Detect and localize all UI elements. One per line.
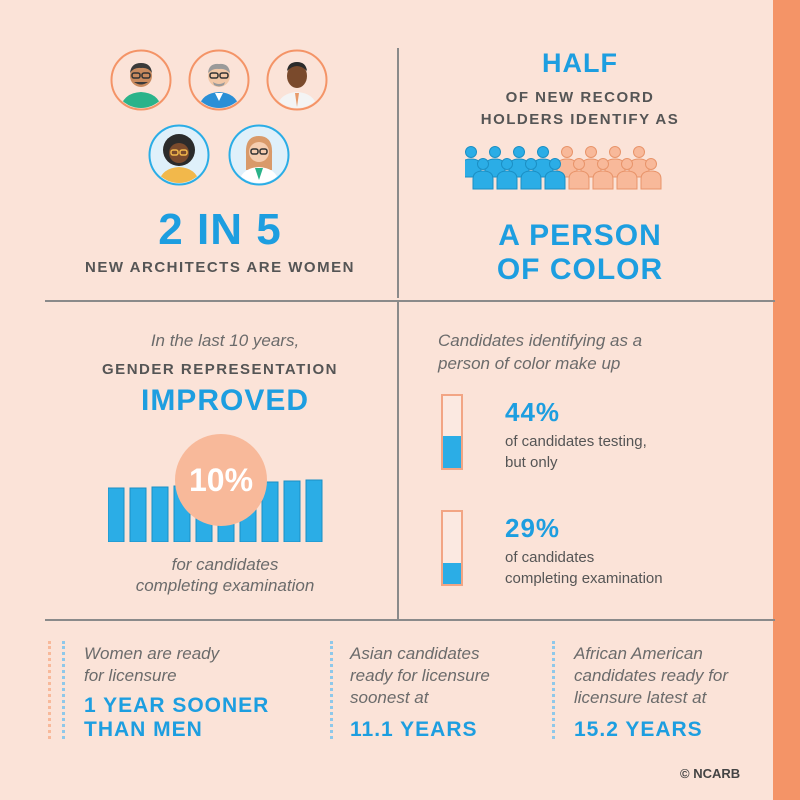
women-ready-line2: for licensure (84, 666, 177, 685)
person-icon (496, 158, 518, 190)
gender-footer-line2: completing examination (135, 576, 315, 595)
accent-stripe (773, 0, 800, 800)
african-american-ready-stat: 15.2 YEARS (574, 718, 703, 741)
gender-label: GENDER REPRESENTATION (102, 361, 338, 378)
testing-text-line1: of candidates testing, (505, 433, 647, 450)
poc-caption-line1: OF NEW RECORD (505, 89, 655, 106)
african-american-ready-line1: African American (574, 644, 703, 663)
women-caption: NEW ARCHITECTS ARE WOMEN (85, 259, 355, 276)
bar-icon (108, 487, 125, 542)
dotted-scale-icon (48, 641, 51, 739)
poc-headline: HALF (542, 48, 618, 78)
candidates-intro-line1: Candidates identifying as a (438, 331, 643, 350)
progress-fill (443, 436, 461, 468)
architect-avatar-icon (148, 124, 210, 186)
architect-avatar-icon (266, 49, 328, 111)
divider-vertical-top (397, 48, 399, 298)
women-ready-stat-line2: THAN MEN (84, 718, 203, 741)
divider-vertical-middle (397, 302, 399, 620)
bar-icon (305, 479, 323, 542)
poc-caption-line2: HOLDERS IDENTIFY AS (480, 111, 680, 128)
women-ready-line1: Women are ready (84, 644, 220, 663)
person-icon (592, 158, 614, 190)
architect-avatar-icon (110, 49, 172, 111)
asian-ready-line2: ready for licensure (350, 666, 490, 685)
person-icon (520, 158, 542, 190)
gender-footer-line1: for candidates (171, 555, 279, 574)
women-ready-stat-line1: 1 YEAR SOONER (84, 694, 270, 717)
poc-subject-line1: A PERSON (498, 219, 662, 252)
examination-percent: 29% (505, 513, 561, 543)
dotted-scale-icon (552, 641, 555, 739)
architect-avatar-icon (228, 124, 290, 186)
dotted-scale-icon (62, 641, 65, 739)
examination-text-line1: of candidates (505, 549, 595, 566)
asian-ready-line3: soonest at (350, 688, 429, 707)
women-headline: 2 IN 5 (158, 205, 282, 254)
gender-intro: In the last 10 years, (150, 331, 300, 350)
person-icon (472, 158, 494, 190)
bar-icon (283, 480, 301, 542)
divider-horizontal-top (45, 300, 775, 302)
person-icon (616, 158, 638, 190)
divider-horizontal-bottom (45, 619, 775, 621)
percent-bubble: 10% (175, 434, 267, 526)
progress-fill (443, 563, 461, 584)
african-american-ready-line3: licensure latest at (574, 688, 707, 707)
african-american-ready-line2: candidates ready for (574, 666, 729, 685)
asian-ready-stat: 11.1 YEARS (350, 718, 478, 741)
bar-icon (151, 486, 169, 542)
candidates-intro-line2: person of color make up (438, 354, 621, 373)
architect-avatar-icon (188, 49, 250, 111)
people-row (465, 146, 662, 190)
progress-tube-examination (441, 510, 463, 586)
testing-text-line2: but only (505, 454, 558, 471)
dotted-scale-icon (330, 641, 333, 739)
bar-icon (129, 487, 147, 542)
credit: © NCARB (680, 766, 741, 781)
asian-ready-line1: Asian candidates (350, 644, 480, 663)
person-icon (544, 158, 566, 190)
person-icon (568, 158, 590, 190)
person-icon (640, 158, 662, 190)
bar-icon (261, 481, 279, 542)
gender-bars (108, 479, 323, 542)
testing-percent: 44% (505, 397, 561, 427)
examination-text-line2: completing examination (505, 570, 663, 587)
progress-tube-testing (441, 394, 463, 470)
poc-subject-line2: OF COLOR (496, 253, 664, 286)
gender-headline: IMPROVED (140, 384, 310, 417)
